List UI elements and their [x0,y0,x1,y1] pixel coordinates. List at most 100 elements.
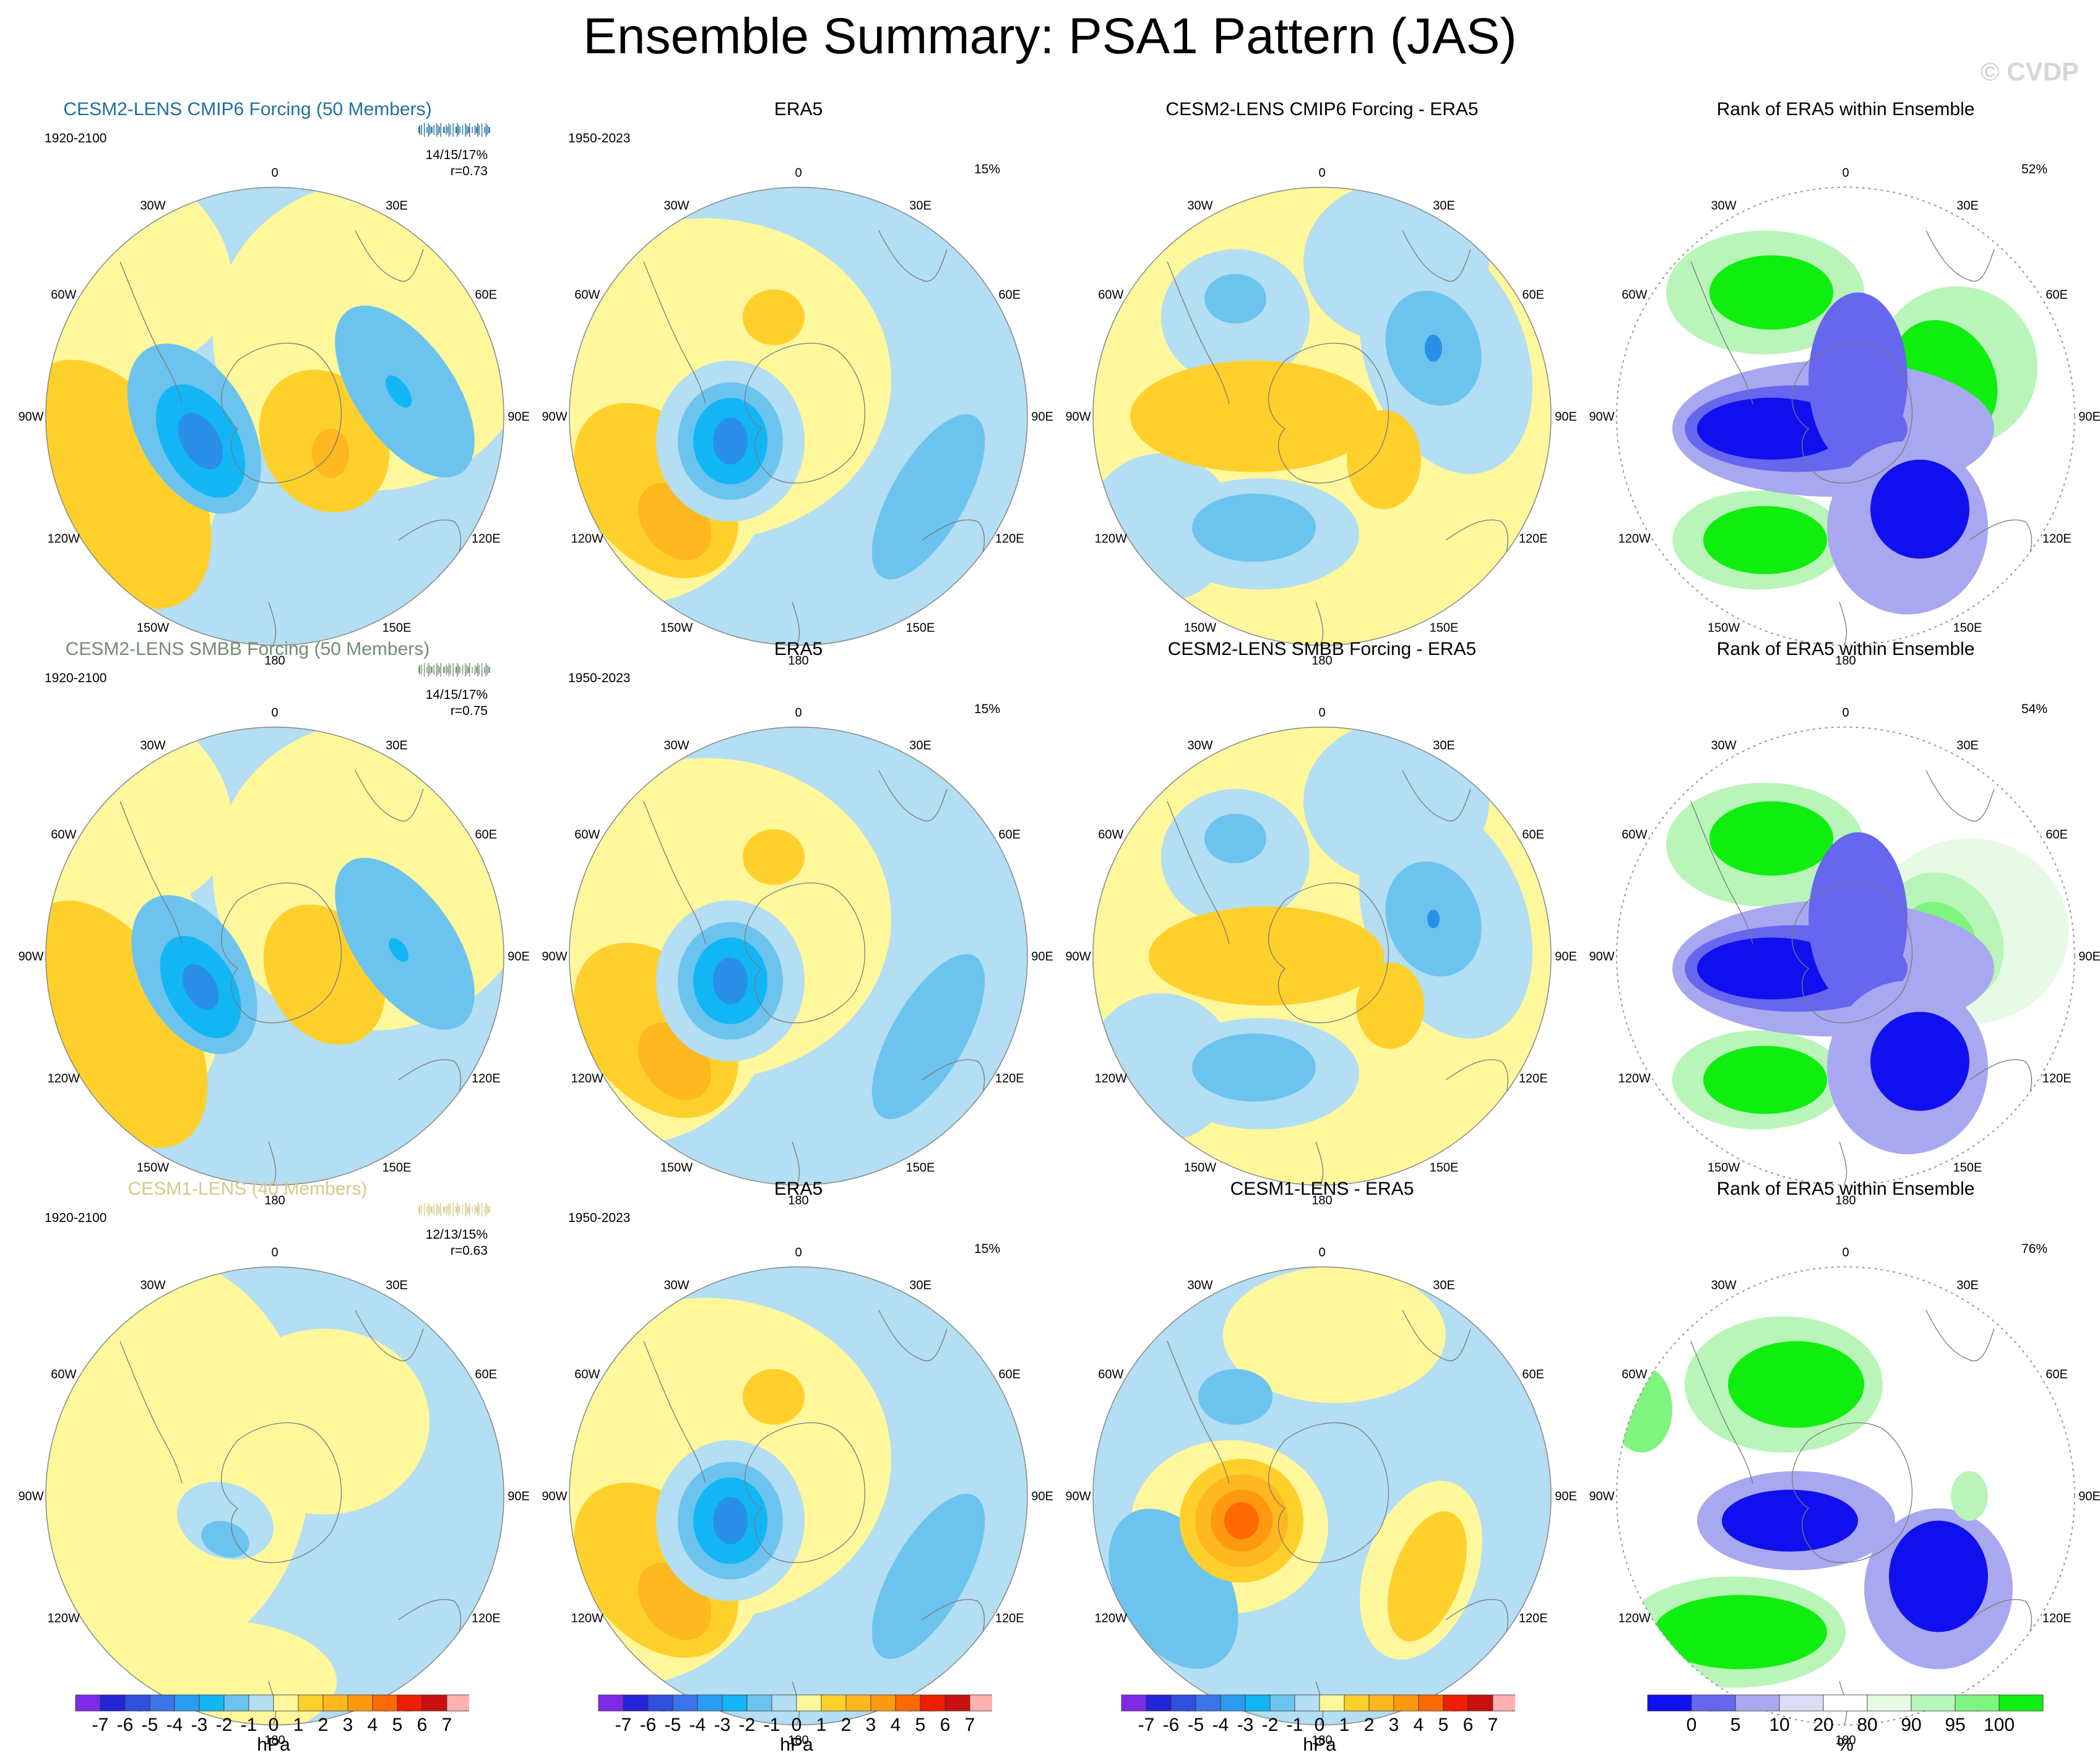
colorbar-swatch [1170,1694,1196,1712]
lon-label: 60E [998,1368,1021,1382]
pct-label: 76% [2021,1242,2047,1256]
colorbar-swatch [647,1694,673,1712]
lon-label: 30E [909,1278,931,1292]
lon-label: 30W [1711,739,1736,752]
lon-label: 60W [1098,1368,1123,1382]
lon-label: 120E [2042,1072,2072,1086]
colorbar-swatch [1998,1694,2044,1712]
panel-rank-row1: 0 30E 60E 90E 120E 150E 180 150W 120W 90W 60W 30W Ra… [1583,99,2100,668]
colorbar-tick-label: 6 [417,1715,428,1735]
colorbar-tick-label: 7 [442,1715,452,1735]
lon-label: 60W [51,1368,76,1382]
period-label: 1950-2023 [568,131,631,145]
main-title: Ensemble Summary: PSA1 Pattern (JAS) [583,8,1517,64]
lon-label: 90E [508,950,530,964]
colorbar-swatch [1344,1694,1370,1712]
lon-label: 90W [18,410,43,424]
lon-label: 180 [788,1194,808,1208]
lon-label: 30W [1711,1278,1736,1292]
lon-label: 0 [1842,167,1849,180]
colorbar-swatch [273,1694,299,1712]
pct-explained: 14/15/17% [425,148,488,162]
colorbar-tick-label: 3 [343,1715,353,1735]
lon-label: 60W [1622,288,1647,302]
colorbar-swatch [969,1694,992,1712]
pct-label: 15% [974,702,1000,716]
colorbar-swatch [1121,1694,1147,1712]
lon-label: 120E [995,1612,1024,1626]
lon-label: 180 [1835,654,1856,668]
colorbar-swatch [1779,1694,1824,1712]
pct-label: 54% [2021,702,2047,716]
pct-label: 15% [974,162,1000,176]
lon-label: 150E [382,622,412,635]
colorbar-tick-label: -6 [1163,1715,1180,1735]
lon-label: 60E [1522,288,1544,302]
panel-title: CESM1-LENS (40 Members) [127,1179,368,1199]
lon-label: 90E [508,410,530,424]
lon-label: 60E [998,828,1021,842]
lon-label: 120W [1618,532,1651,546]
lon-label: 180 [264,1194,285,1208]
lon-label: 150E [1430,1161,1459,1175]
stats-label: 14/15/17% r=0.75 [426,687,488,719]
colorbar-swatch [1418,1694,1444,1712]
colorbar-tick-label: -3 [714,1715,731,1735]
lon-label: 30W [663,199,689,212]
lon-label: 90W [542,950,567,964]
lon-label: 180 [264,654,285,668]
colorbar-swatch [722,1694,748,1712]
lon-label: 60E [998,288,1021,302]
colorbar-swatch [944,1694,970,1712]
panel-era-row3: 030E60E90E120E150E180150W120W90W60W30WER… [536,1179,1061,1748]
colorbar-tick-label: -3 [1237,1715,1254,1735]
lon-label: 120E [995,1072,1024,1086]
colorbar-tick-label: -2 [1262,1715,1279,1735]
colorbar-tick-label: 2 [841,1715,852,1735]
lon-label: 0 [271,167,278,180]
lon-label: 0 [795,1246,802,1260]
lon-label: 150W [137,622,169,635]
lon-label: 150W [1708,622,1740,635]
colorbar-tick-label: -5 [142,1715,158,1735]
lon-label: 60W [51,828,76,842]
lon-label: 60W [1098,288,1123,302]
colorbar-units: % [1837,1735,1854,1755]
colorbar-tick-label: -1 [241,1715,257,1735]
lon-label: 90W [1065,950,1091,964]
colorbar-swatch [1492,1694,1515,1712]
pct-label: 52% [2021,162,2047,176]
colorbar-tick-label: 7 [1488,1715,1498,1735]
colorbar-swatch [1146,1694,1172,1712]
lon-label: 30E [386,199,408,212]
lon-label: 0 [1842,1246,1849,1260]
colorbar-tick-label: 2 [318,1715,329,1735]
colorbar-swatch [1319,1694,1345,1712]
panel-diff-row1: 0 30E 60E 90E 120E 150E 180 150W 120W 90W 60W 30W CE… [1060,99,1584,668]
panel-model-row2: 0 30E 60E 90E 120E 150E 180 150W 120W 90W 60W 30W CE… [12,639,537,1208]
lon-label: 120W [1618,1072,1651,1086]
lon-label: 30W [1711,199,1736,212]
panel-title: CESM1-LENS - ERA5 [1230,1179,1414,1199]
colorbar-tick-label: 3 [866,1715,876,1735]
panel-title: ERA5 [774,639,823,659]
panel-era-row2: 0 30E 60E 90E 120E 150E 180 150W 120W 90W 60W 30W ER… [536,639,1061,1208]
lon-label: 0 [1842,706,1849,720]
colorbar-tick-label: 2 [1364,1715,1375,1735]
colorbar-swatch [223,1694,249,1712]
lon-label: 60E [1522,828,1544,842]
colorbar-tick-label: -4 [689,1715,706,1735]
colorbar-tick-label: -1 [764,1715,780,1735]
lon-label: 60E [475,1368,497,1382]
colorbar-swatch [1294,1694,1320,1712]
colorbar-swatch [1443,1694,1469,1712]
panel-title: Rank of ERA5 within Ensemble [1716,639,1975,659]
lon-label: 90W [542,1490,567,1504]
lon-label: 30W [140,199,165,212]
colorbar-tick-label: -7 [615,1715,632,1735]
